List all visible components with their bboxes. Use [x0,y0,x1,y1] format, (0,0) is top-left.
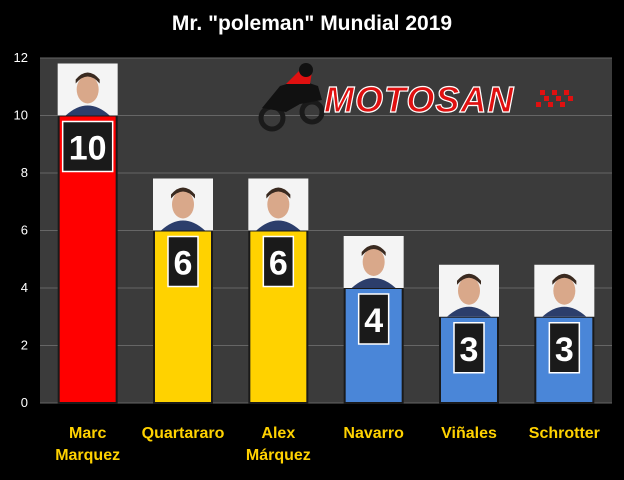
value-label: 6 [269,245,288,283]
rider-photo [57,63,118,116]
category-label: Marc [69,425,106,442]
y-tick-label: 12 [14,50,28,65]
chart-title: Mr. "poleman" Mundial 2019 [172,12,452,35]
logo-text: MOTOSAN [324,79,514,120]
data-labels: 10 6 6 4 3 3 [61,120,581,374]
motosan-logo: MOTOSAN [258,63,573,132]
x-axis-categories: Marc Marquez Quartararo Alex Márquez Navarro V… [55,425,600,464]
category-label: Alex [261,425,295,442]
value-label: 3 [555,331,574,369]
rider-photo [153,178,213,231]
category-label: Viñales [441,425,497,442]
y-tick-label: 10 [14,108,28,123]
category-label: Quartararo [142,425,225,442]
category-label: Schrotter [529,425,600,442]
rider-photos [57,63,595,317]
category-label: Márquez [246,447,311,464]
motorcycle-rider-icon [258,63,325,132]
y-tick-label: 8 [21,165,28,180]
value-label: 10 [69,130,107,168]
value-label: 4 [364,302,383,340]
category-label: Marquez [55,447,120,464]
value-label-box [453,322,485,374]
value-label-box [167,235,199,288]
rider-photo [534,264,595,317]
value-label-box [548,322,581,374]
y-tick-label: 6 [21,223,28,238]
rider-photo [439,264,499,317]
value-label-box [61,120,114,173]
value-label-box [262,235,295,288]
y-axis-ticks: 0 2 4 6 8 10 12 [14,50,28,410]
y-tick-label: 4 [21,280,28,295]
value-label-box [357,293,390,345]
rider-photo [248,178,309,231]
category-label: Navarro [343,425,404,442]
rider-photo [343,236,404,288]
gridlines [40,57,612,404]
value-label: 6 [174,245,193,283]
y-tick-label: 0 [21,395,28,410]
y-tick-label: 2 [21,338,28,353]
checkered-flag-icon [536,90,573,107]
value-label: 3 [460,331,479,369]
